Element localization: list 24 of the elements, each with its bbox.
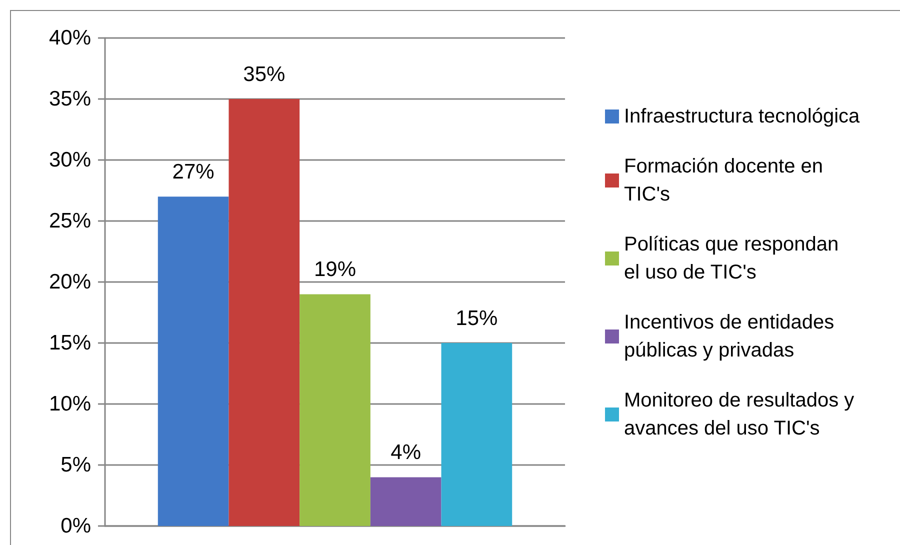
legend-label: Monitoreo de resultados y avances del uso TIC's	[624, 390, 860, 440]
legend-label: Políticas que respondan el uso de TIC's	[624, 234, 844, 284]
y-tick-label: 30%	[48, 148, 91, 172]
legend-label: Incentivos de entidades públicas y privadas	[624, 312, 840, 362]
y-tick-label: 35%	[48, 88, 91, 110]
bar	[158, 196, 229, 526]
data-label: 4%	[390, 441, 422, 464]
y-tick-label: 15%	[48, 332, 91, 354]
y-tick-label: 0%	[60, 514, 91, 538]
data-label: 15%	[456, 307, 498, 330]
bar	[300, 294, 370, 526]
y-tick-label: 5%	[60, 454, 91, 476]
legend-label: Infraestructura tecnológica	[624, 106, 861, 128]
data-label: 19%	[314, 258, 356, 282]
data-label: 35%	[243, 63, 286, 86]
y-tick-label: 25%	[48, 210, 91, 232]
bar	[441, 343, 512, 526]
y-tick-label: 20%	[48, 270, 91, 294]
data-label: 27%	[172, 160, 214, 184]
y-tick-label: 10%	[48, 392, 91, 416]
y-tick-label: 40%	[48, 26, 91, 50]
bar	[228, 99, 300, 526]
bar	[370, 477, 442, 526]
legend-label: Formación docente en TIC's	[624, 156, 829, 206]
